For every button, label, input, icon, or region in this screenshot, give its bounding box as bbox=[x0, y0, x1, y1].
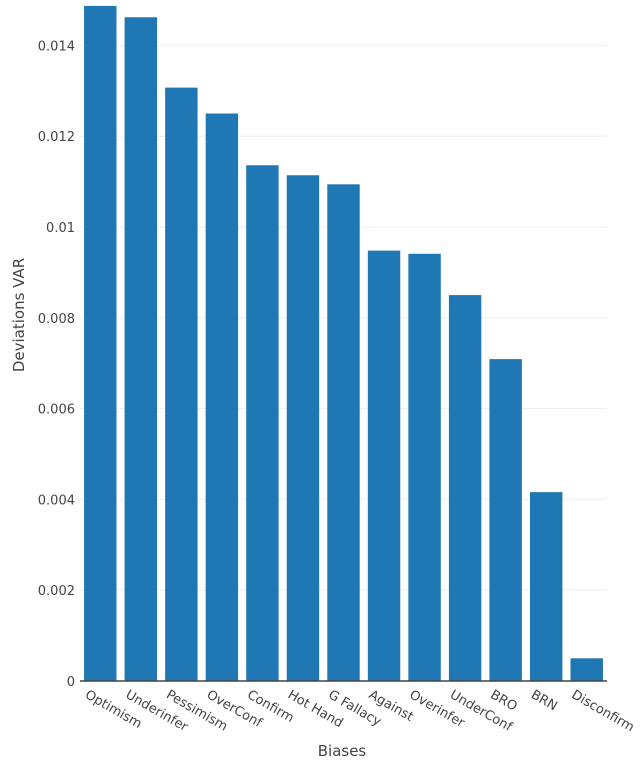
x-tick-label: BRN bbox=[528, 687, 559, 714]
x-tick-label: Disconfirm bbox=[569, 687, 637, 735]
y-tick-label: 0.008 bbox=[38, 312, 75, 327]
bar-disconfirm[interactable] bbox=[570, 658, 603, 681]
bar-underinfer[interactable] bbox=[124, 17, 158, 681]
y-axis: 0 0.002 0.004 0.006 0.008 0.01 0.012 0.014 bbox=[38, 39, 75, 690]
y-tick-label: 0.006 bbox=[38, 403, 75, 418]
bar-brn[interactable] bbox=[529, 492, 563, 681]
x-axis: OptimismUnderinferPessimismOverConfConfi… bbox=[80, 680, 637, 735]
bar-confirm[interactable] bbox=[246, 165, 279, 682]
y-tick-label: 0.004 bbox=[38, 493, 75, 508]
bar-overinfer[interactable] bbox=[408, 253, 441, 681]
bar-hot-hand[interactable] bbox=[286, 175, 320, 681]
x-axis-title: Biases bbox=[318, 742, 367, 760]
bar-g-fallacy[interactable] bbox=[327, 184, 360, 681]
bar-pessimism[interactable] bbox=[165, 87, 198, 681]
bars bbox=[84, 5, 603, 682]
y-tick-label: 0.012 bbox=[38, 130, 75, 145]
y-tick-label: 0.01 bbox=[46, 221, 75, 236]
bar-bro[interactable] bbox=[489, 359, 522, 681]
y-tick-label: 0.002 bbox=[38, 584, 75, 599]
bar-optimism[interactable] bbox=[84, 5, 117, 682]
bar-against[interactable] bbox=[367, 250, 401, 681]
bar-underconf[interactable] bbox=[448, 295, 482, 681]
y-tick-label: 0 bbox=[67, 675, 75, 690]
y-axis-title: Deviations VAR bbox=[10, 258, 28, 372]
bar-overconf[interactable] bbox=[205, 113, 239, 682]
y-tick-label: 0.014 bbox=[38, 39, 75, 54]
